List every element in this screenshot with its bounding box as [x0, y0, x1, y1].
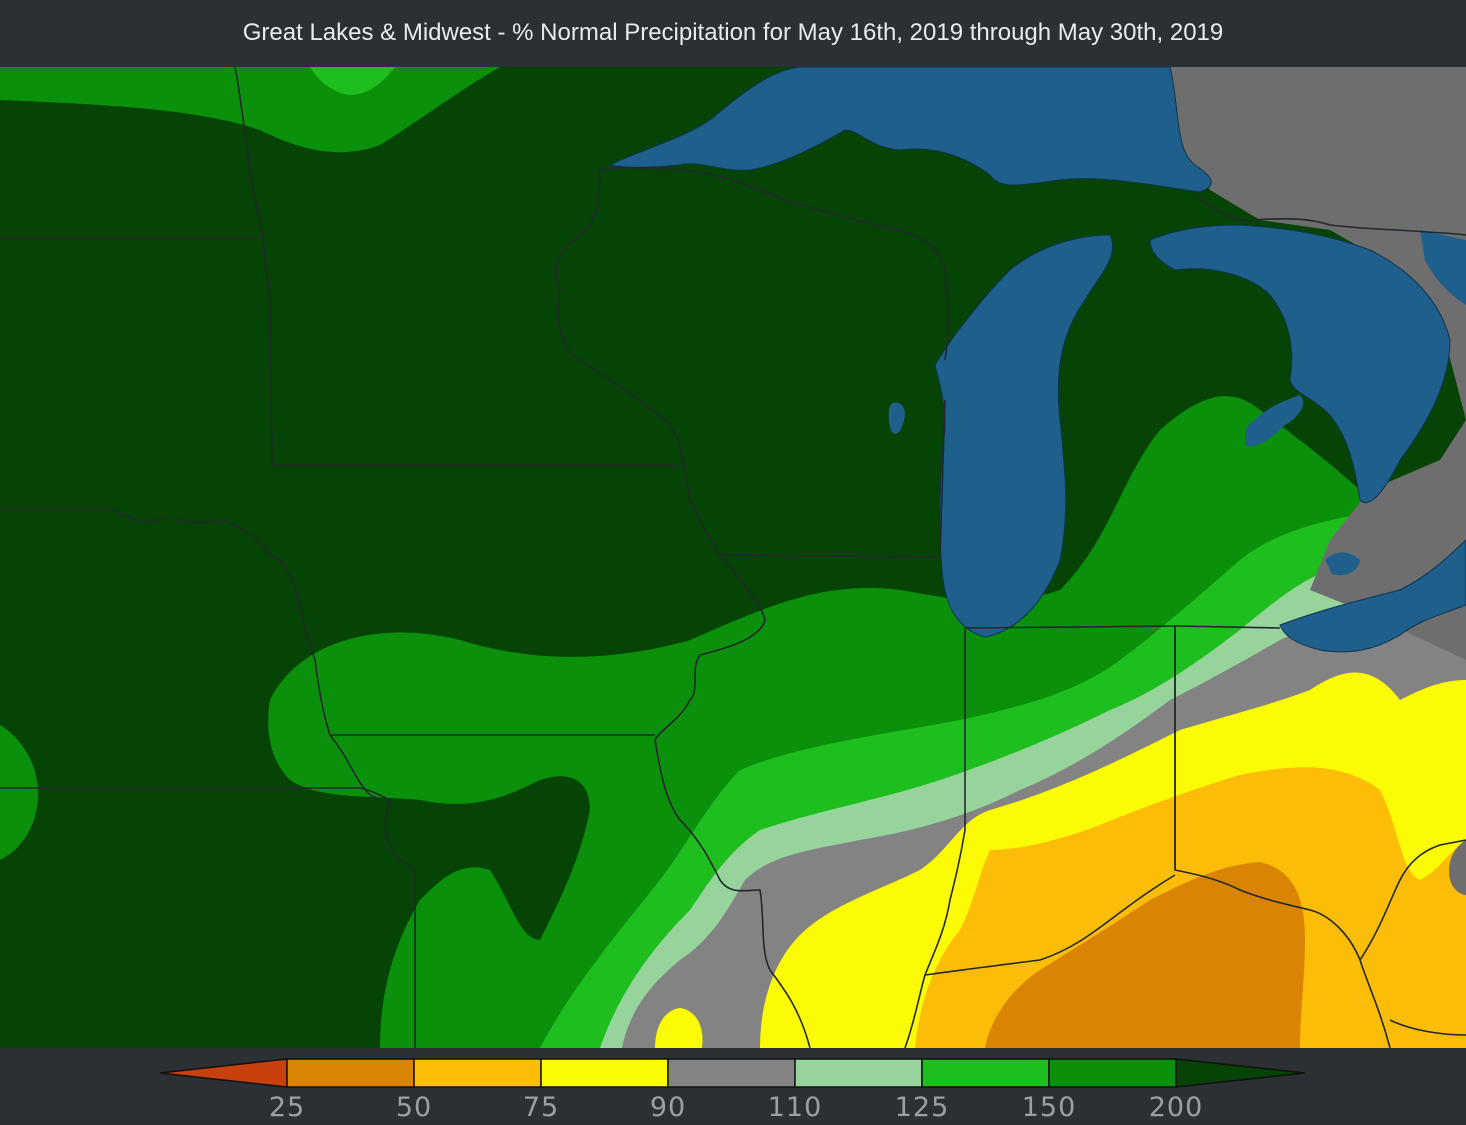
legend-swatch — [540, 1058, 669, 1088]
legend-swatch — [921, 1058, 1050, 1088]
zone-no-data-east — [1448, 840, 1466, 895]
lake-superior — [608, 67, 1212, 193]
zone-75-90-spot — [655, 1008, 703, 1048]
lake-green-bay — [888, 402, 905, 434]
lake-huron-saginaw — [1245, 395, 1304, 447]
zone-25-50 — [985, 862, 1305, 1048]
legend-swatch — [667, 1058, 796, 1088]
lake-huron-east — [1420, 230, 1466, 305]
lake-huron — [1149, 224, 1451, 503]
zone-150-200-west — [0, 725, 39, 860]
legend-swatch — [1175, 1058, 1306, 1088]
legend-tick-label: 75 — [522, 1092, 560, 1123]
legend-tick-label: 200 — [1148, 1092, 1204, 1123]
legend-tick-label: 110 — [767, 1092, 823, 1123]
zone-150-200-north — [0, 67, 500, 153]
legend-swatch — [413, 1058, 542, 1088]
legend: 25 50 75 90 110 125 150 200 — [0, 1048, 1466, 1125]
lake-erie — [1279, 539, 1466, 653]
title-bar: Great Lakes & Midwest - % Normal Precipi… — [0, 0, 1466, 67]
legend-swatch — [159, 1058, 288, 1088]
legend-swatch — [286, 1058, 415, 1088]
legend-tick-label: 50 — [395, 1092, 433, 1123]
precipitation-map — [0, 67, 1466, 1048]
lake-st-clair — [1325, 552, 1360, 576]
legend-tick-label: 25 — [268, 1092, 306, 1123]
map-title: Great Lakes & Midwest - % Normal Precipi… — [242, 19, 1224, 46]
legend-swatch — [1048, 1058, 1177, 1088]
legend-swatch — [794, 1058, 923, 1088]
zone-no-data-northeast — [1160, 67, 1466, 660]
state-borders — [0, 67, 1466, 1048]
legend-colorbar — [159, 1058, 1306, 1088]
legend-tick-label: 125 — [894, 1092, 950, 1123]
legend-tick-label: 150 — [1021, 1092, 1077, 1123]
legend-tick-label: 90 — [649, 1092, 687, 1123]
lake-michigan — [934, 234, 1114, 638]
zone-125-150-north — [310, 67, 395, 95]
